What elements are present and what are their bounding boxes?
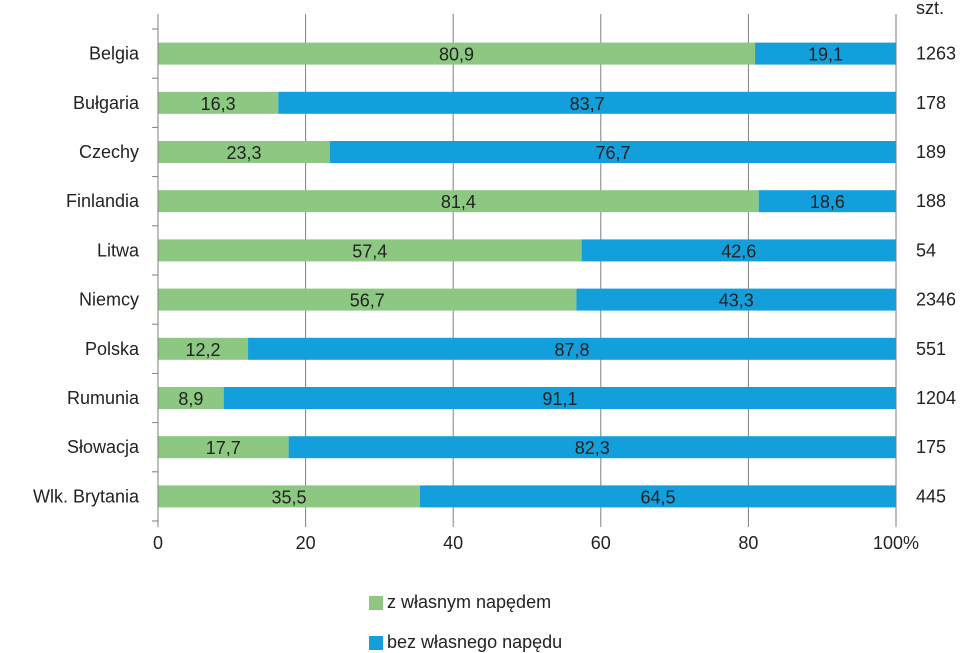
- category-label: Rumunia: [67, 388, 140, 408]
- bar-segment: [158, 239, 582, 262]
- bar-segment: [158, 337, 249, 360]
- category-label: Bułgaria: [73, 93, 140, 113]
- total-label: 189: [916, 142, 946, 162]
- data-label: 81,4: [441, 192, 476, 212]
- x-tick-label: 0: [153, 533, 163, 553]
- bar-segment: [158, 387, 224, 409]
- data-label: 23,3: [226, 143, 261, 163]
- totals-header: szt.: [916, 0, 944, 18]
- total-label: 54: [916, 240, 936, 260]
- data-label: 64,5: [640, 487, 675, 507]
- data-label: 57,4: [352, 241, 387, 261]
- data-label: 83,7: [570, 94, 605, 114]
- x-tick-label: 40: [443, 533, 463, 553]
- labels: 0 20 40 60 80 100% Belgia 80,9 19,1 1263 Bułgaria 1…: [33, 44, 956, 553]
- bar-segment: [248, 337, 896, 360]
- data-label: 80,9: [439, 45, 474, 65]
- category-label: Wlk. Brytania: [33, 486, 140, 506]
- total-label: 175: [916, 437, 946, 457]
- bar-segment: [158, 485, 420, 508]
- data-label: 19,1: [808, 45, 843, 65]
- legend-item-series-1: z własnym napędem: [369, 592, 551, 613]
- legend-label-series-2: bez własnego napędu: [387, 632, 563, 652]
- category-label: Finlandia: [66, 191, 140, 211]
- data-label: 87,8: [554, 340, 589, 360]
- data-label: 82,3: [575, 438, 610, 458]
- total-label: 445: [916, 486, 946, 506]
- bar-segment: [158, 141, 330, 163]
- bar-segment: [158, 91, 279, 114]
- total-label: 1263: [916, 44, 956, 64]
- bar-segment: [419, 485, 896, 508]
- data-label: 91,1: [542, 389, 577, 409]
- data-label: 42,6: [721, 241, 756, 261]
- x-tick-label: 20: [296, 533, 316, 553]
- x-tick-label: 100%: [873, 533, 919, 553]
- bar-segment: [158, 42, 756, 65]
- total-label: 178: [916, 93, 946, 113]
- bars: [158, 42, 897, 508]
- data-label: 35,5: [271, 487, 306, 507]
- category-label: Belgia: [89, 44, 140, 64]
- data-label: 16,3: [201, 94, 236, 114]
- total-label: 2346: [916, 290, 956, 310]
- bar-segment: [581, 239, 896, 262]
- bar-segment: [158, 288, 577, 311]
- bar-segment: [223, 387, 896, 409]
- x-tick-label: 60: [591, 533, 611, 553]
- data-label: 18,6: [810, 192, 845, 212]
- data-label: 8,9: [178, 389, 203, 409]
- category-label: Niemcy: [79, 290, 139, 310]
- data-label: 17,7: [206, 438, 241, 458]
- bar-segment: [758, 190, 896, 213]
- legend-swatch-series-1: [369, 595, 383, 610]
- data-label: 76,7: [595, 143, 630, 163]
- x-tick-label: 80: [738, 533, 758, 553]
- total-label: 551: [916, 339, 946, 359]
- category-label: Litwa: [97, 240, 140, 260]
- category-label: Słowacja: [67, 437, 140, 457]
- category-label: Czechy: [79, 142, 139, 162]
- data-label: 43,3: [719, 291, 754, 311]
- bar-segment: [288, 436, 897, 459]
- data-label: 56,7: [350, 291, 385, 311]
- bar-segment: [329, 141, 897, 163]
- legend-label-series-1: z własnym napędem: [387, 592, 552, 612]
- data-label: 12,2: [185, 340, 220, 360]
- bar-segment: [158, 436, 289, 459]
- bar-segment: [278, 91, 896, 114]
- legend-swatch-series-2: [369, 635, 383, 650]
- category-label: Polska: [85, 339, 140, 359]
- legend-item-series-2: bez własnego napędu: [369, 632, 562, 653]
- total-label: 1204: [916, 388, 956, 408]
- total-label: 188: [916, 191, 946, 211]
- bar-segment: [755, 42, 896, 65]
- bar-segment: [158, 190, 759, 213]
- bar-segment: [576, 288, 896, 311]
- axes: [152, 14, 897, 527]
